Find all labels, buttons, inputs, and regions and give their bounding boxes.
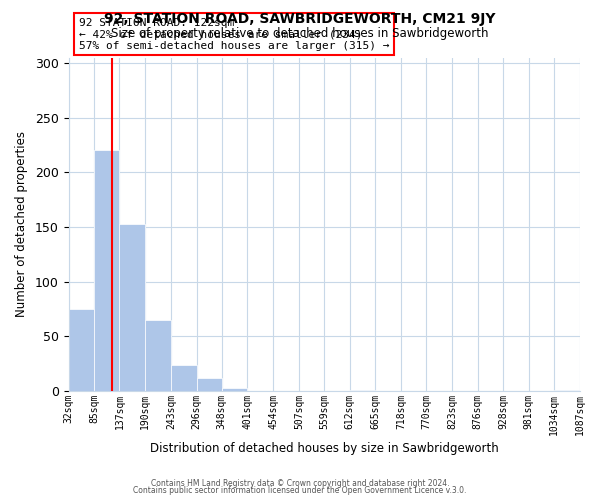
Bar — [94, 150, 119, 391]
Bar — [145, 320, 171, 391]
Bar — [554, 390, 580, 391]
Bar — [68, 309, 94, 391]
Bar — [171, 365, 197, 391]
Bar — [197, 378, 222, 391]
X-axis label: Distribution of detached houses by size in Sawbridgeworth: Distribution of detached houses by size … — [150, 442, 499, 455]
Text: Size of property relative to detached houses in Sawbridgeworth: Size of property relative to detached ho… — [111, 28, 489, 40]
Text: 92, STATION ROAD, SAWBRIDGEWORTH, CM21 9JY: 92, STATION ROAD, SAWBRIDGEWORTH, CM21 9… — [104, 12, 496, 26]
Text: Contains public sector information licensed under the Open Government Licence v.: Contains public sector information licen… — [133, 486, 467, 495]
Text: 92 STATION ROAD: 122sqm
← 42% of detached houses are smaller (234)
57% of semi-d: 92 STATION ROAD: 122sqm ← 42% of detache… — [79, 18, 389, 51]
Bar — [222, 388, 247, 391]
Y-axis label: Number of detached properties: Number of detached properties — [15, 132, 28, 318]
Bar — [119, 224, 145, 391]
Text: Contains HM Land Registry data © Crown copyright and database right 2024.: Contains HM Land Registry data © Crown c… — [151, 478, 449, 488]
Bar — [350, 390, 376, 391]
